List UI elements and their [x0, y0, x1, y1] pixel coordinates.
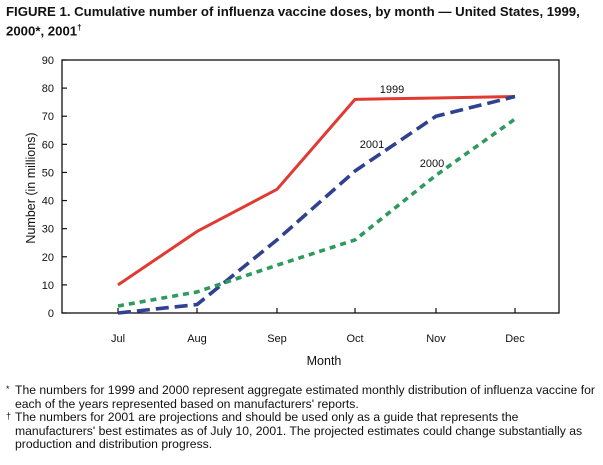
y-axis-label: Number (in millions): [24, 132, 38, 243]
axes: 0 10 20 30 40 50 60 70 80 90 Jul Aug Sep Oct Nov Dec: [42, 55, 560, 345]
footnote-text: The numbers for 1999 and 2000 represent …: [15, 383, 595, 411]
y-tick-label: 0: [48, 308, 54, 320]
y-tick-label: 90: [42, 55, 54, 67]
footnote-1: * The numbers for 1999 and 2000 represent…: [6, 383, 598, 411]
footnote-mark: *: [6, 384, 10, 394]
chart-title: FIGURE 1. Cumulative number of influenza…: [6, 4, 596, 39]
series-label-2000: 2000: [420, 158, 444, 170]
y-tick-label: 20: [42, 252, 54, 264]
chart-title-text: FIGURE 1. Cumulative number of influenza…: [6, 4, 580, 39]
title-footnote-mark: †: [77, 23, 82, 32]
series-label-2001: 2001: [360, 139, 384, 151]
footnote-2: † The numbers for 2001 are projections an…: [6, 410, 598, 452]
series-line-2001: [117, 94, 516, 315]
series-line-1999: [117, 95, 516, 287]
footnotes: * The numbers for 1999 and 2000 represent…: [6, 383, 598, 452]
series-group: [117, 94, 517, 315]
y-tick-label: 70: [42, 111, 54, 123]
y-tick-label: 80: [42, 83, 54, 95]
y-tick-label: 10: [42, 280, 54, 292]
y-tick-label: 60: [42, 139, 54, 151]
footnote-mark: †: [6, 411, 12, 421]
x-tick-label: Aug: [187, 333, 207, 345]
series-labels: 1999 2001 2000: [360, 84, 444, 170]
y-tick-label: 30: [42, 224, 54, 236]
plot-frame: [61, 59, 560, 314]
series-line-2000: [117, 117, 517, 308]
x-tick-label: Oct: [346, 333, 363, 345]
x-tick-label: Dec: [505, 333, 525, 345]
y-tick-label: 40: [42, 196, 54, 208]
y-tick-label: 50: [42, 167, 54, 179]
footnote-text: The numbers for 2001 are projections and…: [15, 410, 583, 451]
line-chart: 0 10 20 30 40 50 60 70 80 90 Jul Aug Sep Oct Nov Dec 19…: [24, 55, 560, 368]
x-axis-label: Month: [307, 354, 342, 368]
x-tick-label: Nov: [426, 333, 446, 345]
series-label-1999: 1999: [380, 84, 404, 96]
x-tick-label: Sep: [267, 333, 287, 345]
x-tick-label: Jul: [111, 333, 125, 345]
